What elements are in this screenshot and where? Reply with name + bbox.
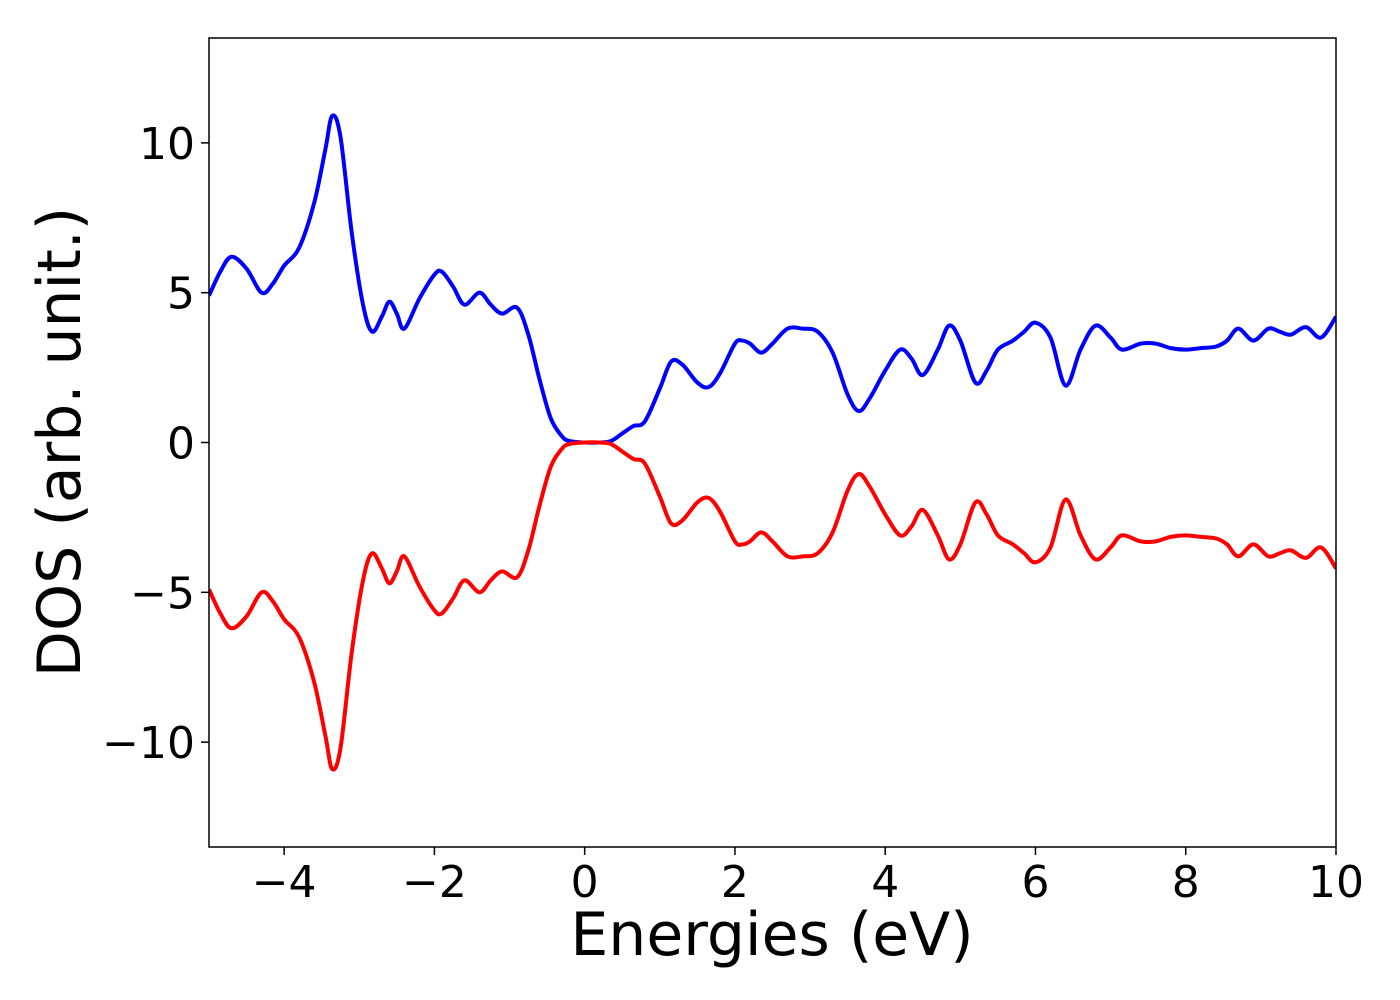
y-tick-label: 5 xyxy=(167,269,195,320)
dos-line xyxy=(209,440,1336,772)
x-tick-label: 2 xyxy=(721,857,749,908)
y-tick-label: 0 xyxy=(167,419,195,470)
x-axis-label: Energies (eV) xyxy=(570,900,973,970)
dos-line xyxy=(209,113,1336,445)
x-tick-label: −2 xyxy=(402,857,467,908)
plot-frame xyxy=(208,37,1337,848)
x-tick-label: 4 xyxy=(871,857,899,908)
x-tick-label: 8 xyxy=(1172,857,1200,908)
y-tick-label: −5 xyxy=(130,568,195,619)
x-tick-label: 6 xyxy=(1021,857,1049,908)
x-tick-label: −4 xyxy=(252,857,317,908)
y-tick-label: −10 xyxy=(102,718,195,769)
y-tick-label: 10 xyxy=(139,119,195,170)
x-tick-label: 10 xyxy=(1308,857,1364,908)
y-axis-label: DOS (arb. unit.) xyxy=(25,207,95,677)
x-tick-label: 0 xyxy=(571,857,599,908)
